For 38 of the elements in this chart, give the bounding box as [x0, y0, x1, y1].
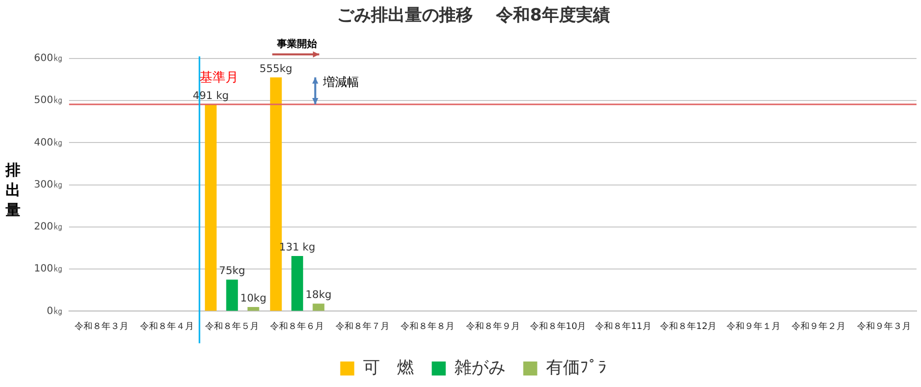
y-tick-label: 100㎏	[34, 264, 64, 275]
x-tick-label: 令和８年９月	[466, 320, 520, 332]
ref-line-label: 基準月	[199, 70, 238, 86]
chart-title: ごみ排出量の推移 令和8年度実績	[337, 6, 610, 26]
x-tick-label: 令和８年７月	[335, 320, 390, 332]
x-tick-label: 令和９年２月	[792, 320, 846, 332]
legend-label: 有価ﾌﾟﾗ	[546, 358, 607, 378]
x-tick-label: 令和８年11月	[594, 320, 652, 332]
bar	[270, 77, 282, 311]
y-tick-label: 500㎏	[34, 95, 64, 106]
annotation: 増減幅	[322, 74, 360, 89]
x-tick-label: 令和９年１月	[726, 320, 781, 332]
y-tick-label: 300㎏	[34, 179, 64, 190]
bar	[204, 104, 217, 311]
data-label: 555kg	[260, 62, 292, 75]
bar	[226, 280, 238, 311]
x-tick-label: 令和８年10月	[530, 320, 586, 332]
bar	[312, 304, 324, 311]
x-tick-label: 令和８年８月	[400, 320, 455, 332]
data-label: 75kg	[219, 265, 246, 278]
legend-label: 可 燃	[362, 358, 414, 378]
bar	[291, 256, 304, 311]
y-tick-label: 600㎏	[34, 52, 64, 64]
y-tick-label: 400㎏	[34, 137, 64, 148]
data-label: 18kg	[305, 289, 332, 302]
x-tick-label: 令和８年５月	[205, 320, 260, 332]
text: 事業開始	[276, 38, 318, 50]
data-label: 10kg	[240, 292, 266, 304]
x-tick-label: 令和８年４月	[140, 320, 194, 332]
y-tick-label: 0㎏	[46, 306, 64, 317]
y-axis-title: 排出量	[4, 160, 22, 220]
legend-label: 雑がみ	[454, 358, 506, 378]
x-tick-label: 令和８年６月	[270, 320, 324, 332]
bar	[247, 306, 260, 311]
x-tick-label: 令和８年３月	[74, 320, 129, 332]
x-tick-label: 令和８年12月	[660, 320, 717, 332]
y-tick-label: 200㎏	[34, 222, 64, 233]
x-tick-label: 令和９年３月	[856, 320, 911, 332]
